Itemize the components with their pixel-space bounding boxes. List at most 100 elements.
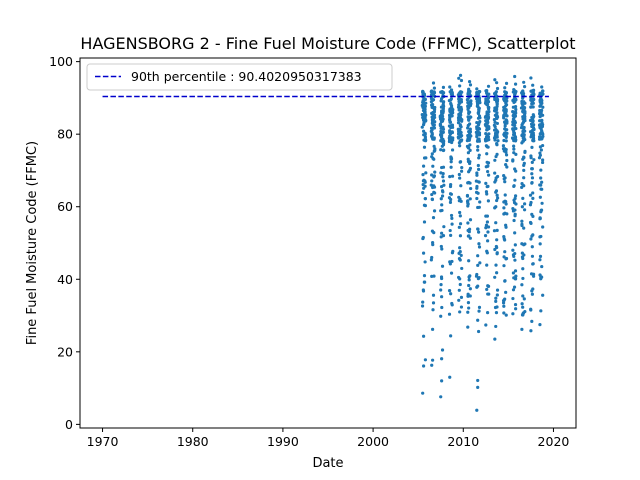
data-point bbox=[450, 90, 454, 94]
data-point bbox=[421, 289, 426, 293]
data-point bbox=[477, 305, 482, 309]
data-point bbox=[521, 96, 525, 100]
data-point bbox=[529, 89, 533, 93]
data-point bbox=[540, 85, 544, 89]
data-point bbox=[529, 307, 533, 311]
data-point bbox=[530, 105, 535, 109]
data-point bbox=[467, 79, 472, 84]
data-point bbox=[512, 139, 516, 143]
data-point bbox=[487, 110, 491, 114]
data-point bbox=[448, 120, 453, 124]
data-point bbox=[458, 176, 462, 180]
data-point bbox=[530, 124, 535, 128]
data-point bbox=[442, 148, 446, 152]
data-point bbox=[487, 292, 491, 296]
data-point bbox=[504, 128, 508, 132]
data-point bbox=[441, 234, 446, 238]
data-point bbox=[504, 109, 508, 113]
data-point bbox=[467, 306, 471, 310]
data-point bbox=[513, 251, 517, 256]
data-point bbox=[514, 152, 518, 157]
data-point bbox=[495, 198, 499, 203]
data-point bbox=[520, 283, 524, 287]
data-point bbox=[522, 113, 527, 117]
data-point bbox=[467, 170, 471, 174]
data-point bbox=[424, 118, 428, 122]
data-point bbox=[474, 274, 479, 278]
data-point bbox=[422, 156, 427, 160]
data-point bbox=[424, 171, 428, 175]
data-point bbox=[502, 206, 506, 210]
data-point bbox=[511, 248, 515, 252]
data-point bbox=[457, 118, 461, 122]
data-point bbox=[519, 126, 524, 130]
data-point bbox=[530, 181, 534, 185]
data-point bbox=[449, 160, 453, 164]
data-point bbox=[511, 312, 515, 316]
data-point bbox=[520, 205, 524, 209]
legend-box bbox=[86, 63, 393, 91]
data-point bbox=[439, 244, 443, 249]
data-point bbox=[439, 283, 443, 287]
data-point bbox=[484, 89, 488, 93]
data-point bbox=[528, 118, 533, 123]
data-point bbox=[513, 82, 518, 86]
data-point bbox=[457, 298, 461, 302]
data-point bbox=[539, 187, 543, 191]
data-point bbox=[439, 148, 443, 152]
data-point bbox=[531, 119, 535, 123]
data-point bbox=[458, 234, 463, 238]
data-point bbox=[423, 133, 427, 137]
data-point bbox=[468, 148, 472, 152]
data-point bbox=[502, 311, 506, 315]
data-point bbox=[539, 148, 543, 152]
data-point bbox=[421, 300, 425, 304]
data-point bbox=[512, 184, 516, 188]
data-point bbox=[493, 78, 497, 82]
data-point bbox=[532, 127, 536, 132]
x-tick-label: 2000 bbox=[357, 434, 389, 449]
data-point bbox=[433, 148, 437, 152]
data-point bbox=[432, 136, 436, 140]
data-point bbox=[447, 196, 452, 200]
data-point bbox=[466, 234, 470, 238]
data-point bbox=[495, 238, 499, 242]
data-point bbox=[458, 250, 462, 254]
data-point bbox=[541, 158, 545, 162]
data-point bbox=[520, 242, 524, 246]
data-point bbox=[430, 128, 434, 132]
data-point bbox=[493, 337, 497, 341]
data-point bbox=[504, 150, 508, 154]
data-point bbox=[540, 131, 544, 135]
data-point bbox=[521, 276, 525, 281]
data-point bbox=[520, 123, 524, 127]
data-point bbox=[513, 302, 518, 307]
data-point bbox=[502, 177, 506, 181]
data-point bbox=[439, 288, 443, 292]
data-point bbox=[504, 313, 508, 317]
data-point bbox=[447, 312, 452, 316]
data-point bbox=[431, 164, 435, 168]
data-point bbox=[430, 89, 434, 93]
data-point bbox=[503, 279, 507, 283]
data-point bbox=[486, 93, 490, 97]
data-point bbox=[440, 247, 444, 251]
data-point bbox=[450, 303, 454, 307]
data-point bbox=[522, 136, 526, 141]
data-point bbox=[459, 253, 463, 257]
data-point bbox=[530, 172, 534, 176]
data-point bbox=[486, 100, 491, 104]
data-point bbox=[466, 181, 470, 185]
data-point bbox=[431, 308, 435, 312]
data-point bbox=[495, 129, 499, 133]
data-point bbox=[521, 139, 525, 143]
data-point bbox=[439, 197, 443, 201]
data-point bbox=[440, 231, 444, 235]
data-point bbox=[505, 114, 509, 118]
data-point bbox=[520, 223, 524, 228]
data-point bbox=[522, 107, 526, 111]
data-point bbox=[495, 288, 500, 292]
data-point bbox=[503, 180, 507, 184]
data-point bbox=[484, 119, 488, 123]
data-point bbox=[494, 311, 499, 315]
